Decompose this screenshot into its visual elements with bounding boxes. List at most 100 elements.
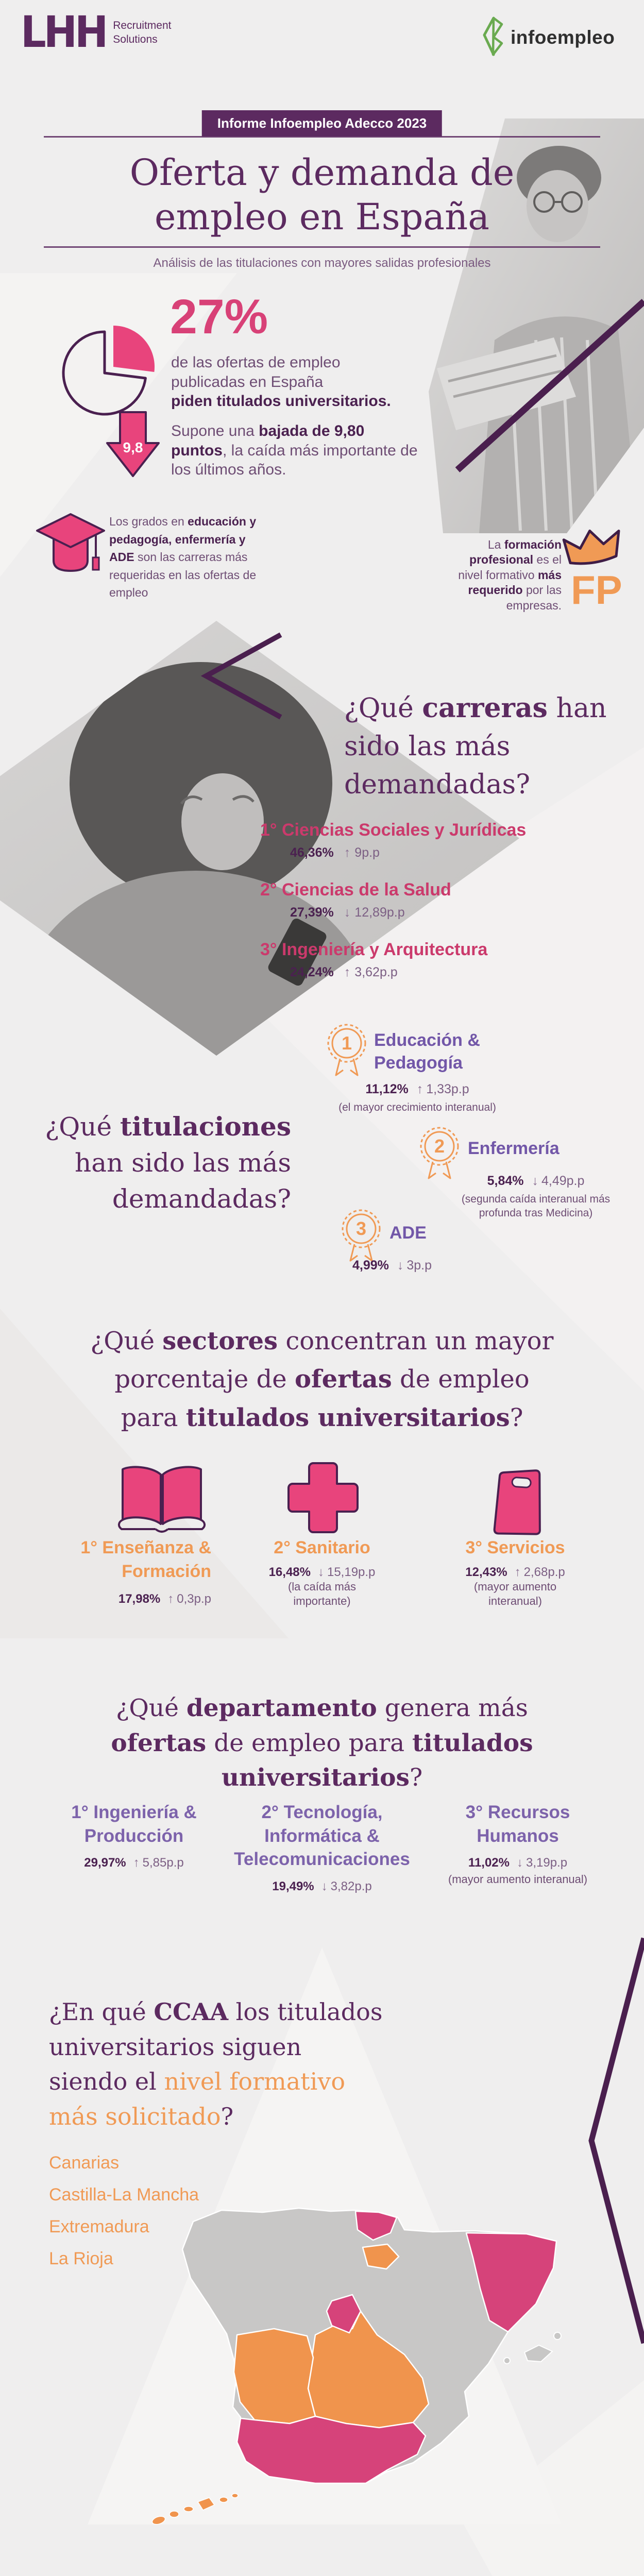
carrera-change: 3,62p.p (354, 965, 398, 979)
q-seg: ¿Qué (116, 1694, 187, 1722)
titulacion-pct: 5,84% (487, 1174, 524, 1188)
divider-top (44, 136, 600, 138)
q-seg: siendo el (49, 2067, 164, 2096)
q-seg-bold: CCAA (154, 1998, 229, 2026)
lhh-logo-text: LHH (21, 7, 108, 58)
sector-name: 3° Servicios (465, 1538, 565, 1557)
q-seg: genera más (377, 1694, 528, 1722)
deco-wedge (464, 2380, 644, 2576)
infoempleo-logo-text: infoempleo (511, 27, 615, 48)
q-seg: concentran un mayor (278, 1327, 554, 1355)
departamento-item: 2° Tecnología, Informática & Telecomunic… (227, 1801, 417, 1894)
q-seg: universitarios siguen (49, 2032, 302, 2061)
q-ccaa1-line1: ¿En qué CCAA los titulados (49, 1995, 471, 2030)
titulacion-name: ADE (389, 1223, 427, 1243)
q-seg: registran (481, 2573, 599, 2576)
q-seg-bold: titulados (412, 1728, 533, 1757)
q-seg-bold: ofertas (111, 1728, 207, 1757)
fp-bold1: formación profesional (469, 538, 562, 567)
departamento-pct: 11,02% (468, 1856, 510, 1870)
carrera-change: 12,89p.p (354, 905, 405, 920)
up-arrow-icon: ↑ (167, 1591, 174, 1606)
list-item: 2° Ciencias de la Salud 27,39% ↓ 12,89p.p (260, 880, 631, 920)
sector-note-line1: (la caída más (287, 1580, 357, 1593)
medical-cross-icon (287, 1462, 359, 1533)
map-region-pais-vasco (354, 2210, 398, 2241)
sector-pct: 12,43% (465, 1565, 507, 1579)
stat-27-description: de las ofertas de empleo publicadas en E… (171, 353, 391, 411)
sector-name-line2: Formación (122, 1561, 211, 1581)
spain-map (151, 2207, 562, 2525)
sector-name: 1° Enseñanza & Formación (52, 1536, 211, 1584)
q-dep-line2: ofertas de empleo para titulados (0, 1726, 644, 1761)
list-item: La Rioja (49, 2248, 113, 2268)
map-region-cataluna (465, 2232, 557, 2333)
lhh-tagline: Recruitment Solutions (113, 19, 171, 50)
up-arrow-icon: ↑ (344, 965, 351, 979)
medal-1-icon: 1 (327, 1024, 366, 1076)
departamento-stats: 11,02% ↓ 3,19p.p (435, 1856, 600, 1870)
carrera-name: 1° Ciencias Sociales y Jurídicas (260, 820, 527, 840)
map-region-extremadura (233, 2328, 316, 2425)
deco-chevron-icon (200, 632, 282, 720)
q-seg: ? (409, 1764, 423, 1792)
q-seg: ? (510, 1403, 523, 1432)
medal-number: 3 (356, 1218, 366, 1239)
map-region-madrid (326, 2294, 362, 2334)
shopping-bag-icon (493, 1469, 541, 1535)
sector-stats: 16,48% ↓ 15,19p.p (242, 1565, 402, 1580)
up-arrow-icon: ↑ (344, 845, 351, 860)
departamento-item: 3° Recursos Humanos 11,02% ↓ 3,19p.p (mayo… (435, 1801, 600, 1887)
sector-note: (mayor aumento interanual) (433, 1580, 598, 1609)
map-region-baleares (503, 2332, 562, 2364)
report-badge: Informe Infoempleo Adecco 2023 (201, 110, 443, 137)
question-sectores: ¿Qué sectores concentran un mayor porcen… (0, 1322, 644, 1437)
question-ccaa-solicitado: ¿En qué CCAA los titulados universitario… (49, 1995, 471, 2134)
departamento-item: 1° Ingeniería & Producción 29,97% ↑ 5,85p.… (49, 1801, 219, 1870)
sector-pct: 17,98% (118, 1591, 161, 1606)
divider-bottom (44, 246, 600, 248)
titulacion-change: 1,33p.p (426, 1082, 469, 1096)
departamento-name: 2° Tecnología, Informática & Telecomunic… (234, 1802, 410, 1869)
carrera-stats: 24,24% ↑ 3,62p.p (260, 965, 631, 980)
fp-post: por las empresas. (506, 583, 562, 612)
q-seg-bold: CCAA (406, 2573, 481, 2576)
q-ccaa2-line1: ¿Qué CCAA registran (223, 2570, 599, 2576)
sector-change: 15,19p.p (327, 1565, 376, 1579)
fp-bold2: más requerido (468, 568, 562, 597)
departamento-pct: 29,97% (84, 1856, 126, 1870)
q-seg-orange: más solicitado (49, 2102, 221, 2130)
fp-mid: es el nivel formativo (458, 553, 562, 582)
lhh-tagline-line1: Recruitment (113, 19, 172, 31)
q-seg-bold: universitarios (221, 1764, 410, 1792)
list-item: Extremadura (49, 2216, 149, 2236)
q-seg: de empleo (392, 1365, 530, 1394)
departamento-change: 5,85p.p (142, 1856, 184, 1870)
sector-note-line2: importante) (293, 1595, 351, 1608)
medal-3-icon: 3 (342, 1209, 381, 1262)
lhh-tagline-line2: Solutions (113, 33, 158, 45)
ccaa-orange-list: Canarias Castilla-La Mancha Extremadura … (49, 2147, 199, 2275)
carrera-pct: 24,24% (290, 965, 334, 979)
q-titulaciones-bold: titulaciones (120, 1111, 291, 1142)
fp-pre: La (487, 538, 504, 551)
grados-post: son las carreras más requeridas en las o… (109, 550, 257, 599)
stat-27-value: 27% (170, 290, 268, 344)
titulacion-pct: 4,99% (352, 1258, 389, 1273)
pie-chart-27-icon: 9,8 (62, 326, 160, 477)
q-seg-bold: ofertas (294, 1365, 392, 1394)
stat-27-desc-line3: piden titulados universitarios. (171, 393, 391, 410)
sector-note-line1: (mayor aumento (473, 1580, 557, 1593)
q-ccaa1-line4: más solicitado? (49, 2099, 471, 2134)
grados-bold: educación y pedagogía, enfermería y ADE (109, 515, 257, 564)
q-seg: ¿En qué (49, 1998, 154, 2026)
medal-2-icon: 2 (420, 1127, 459, 1179)
q-dep-line3: universitarios? (0, 1760, 644, 1795)
map-region-la-rioja (362, 2243, 400, 2270)
carrera-change: 9p.p (354, 845, 380, 860)
map-region-andalucia (236, 2415, 427, 2484)
down-arrow-icon: ↓ (517, 1856, 523, 1870)
graduation-cap-icon (36, 513, 105, 572)
question-titulaciones: ¿Qué titulaciones han sido las más deman… (31, 1109, 291, 1217)
